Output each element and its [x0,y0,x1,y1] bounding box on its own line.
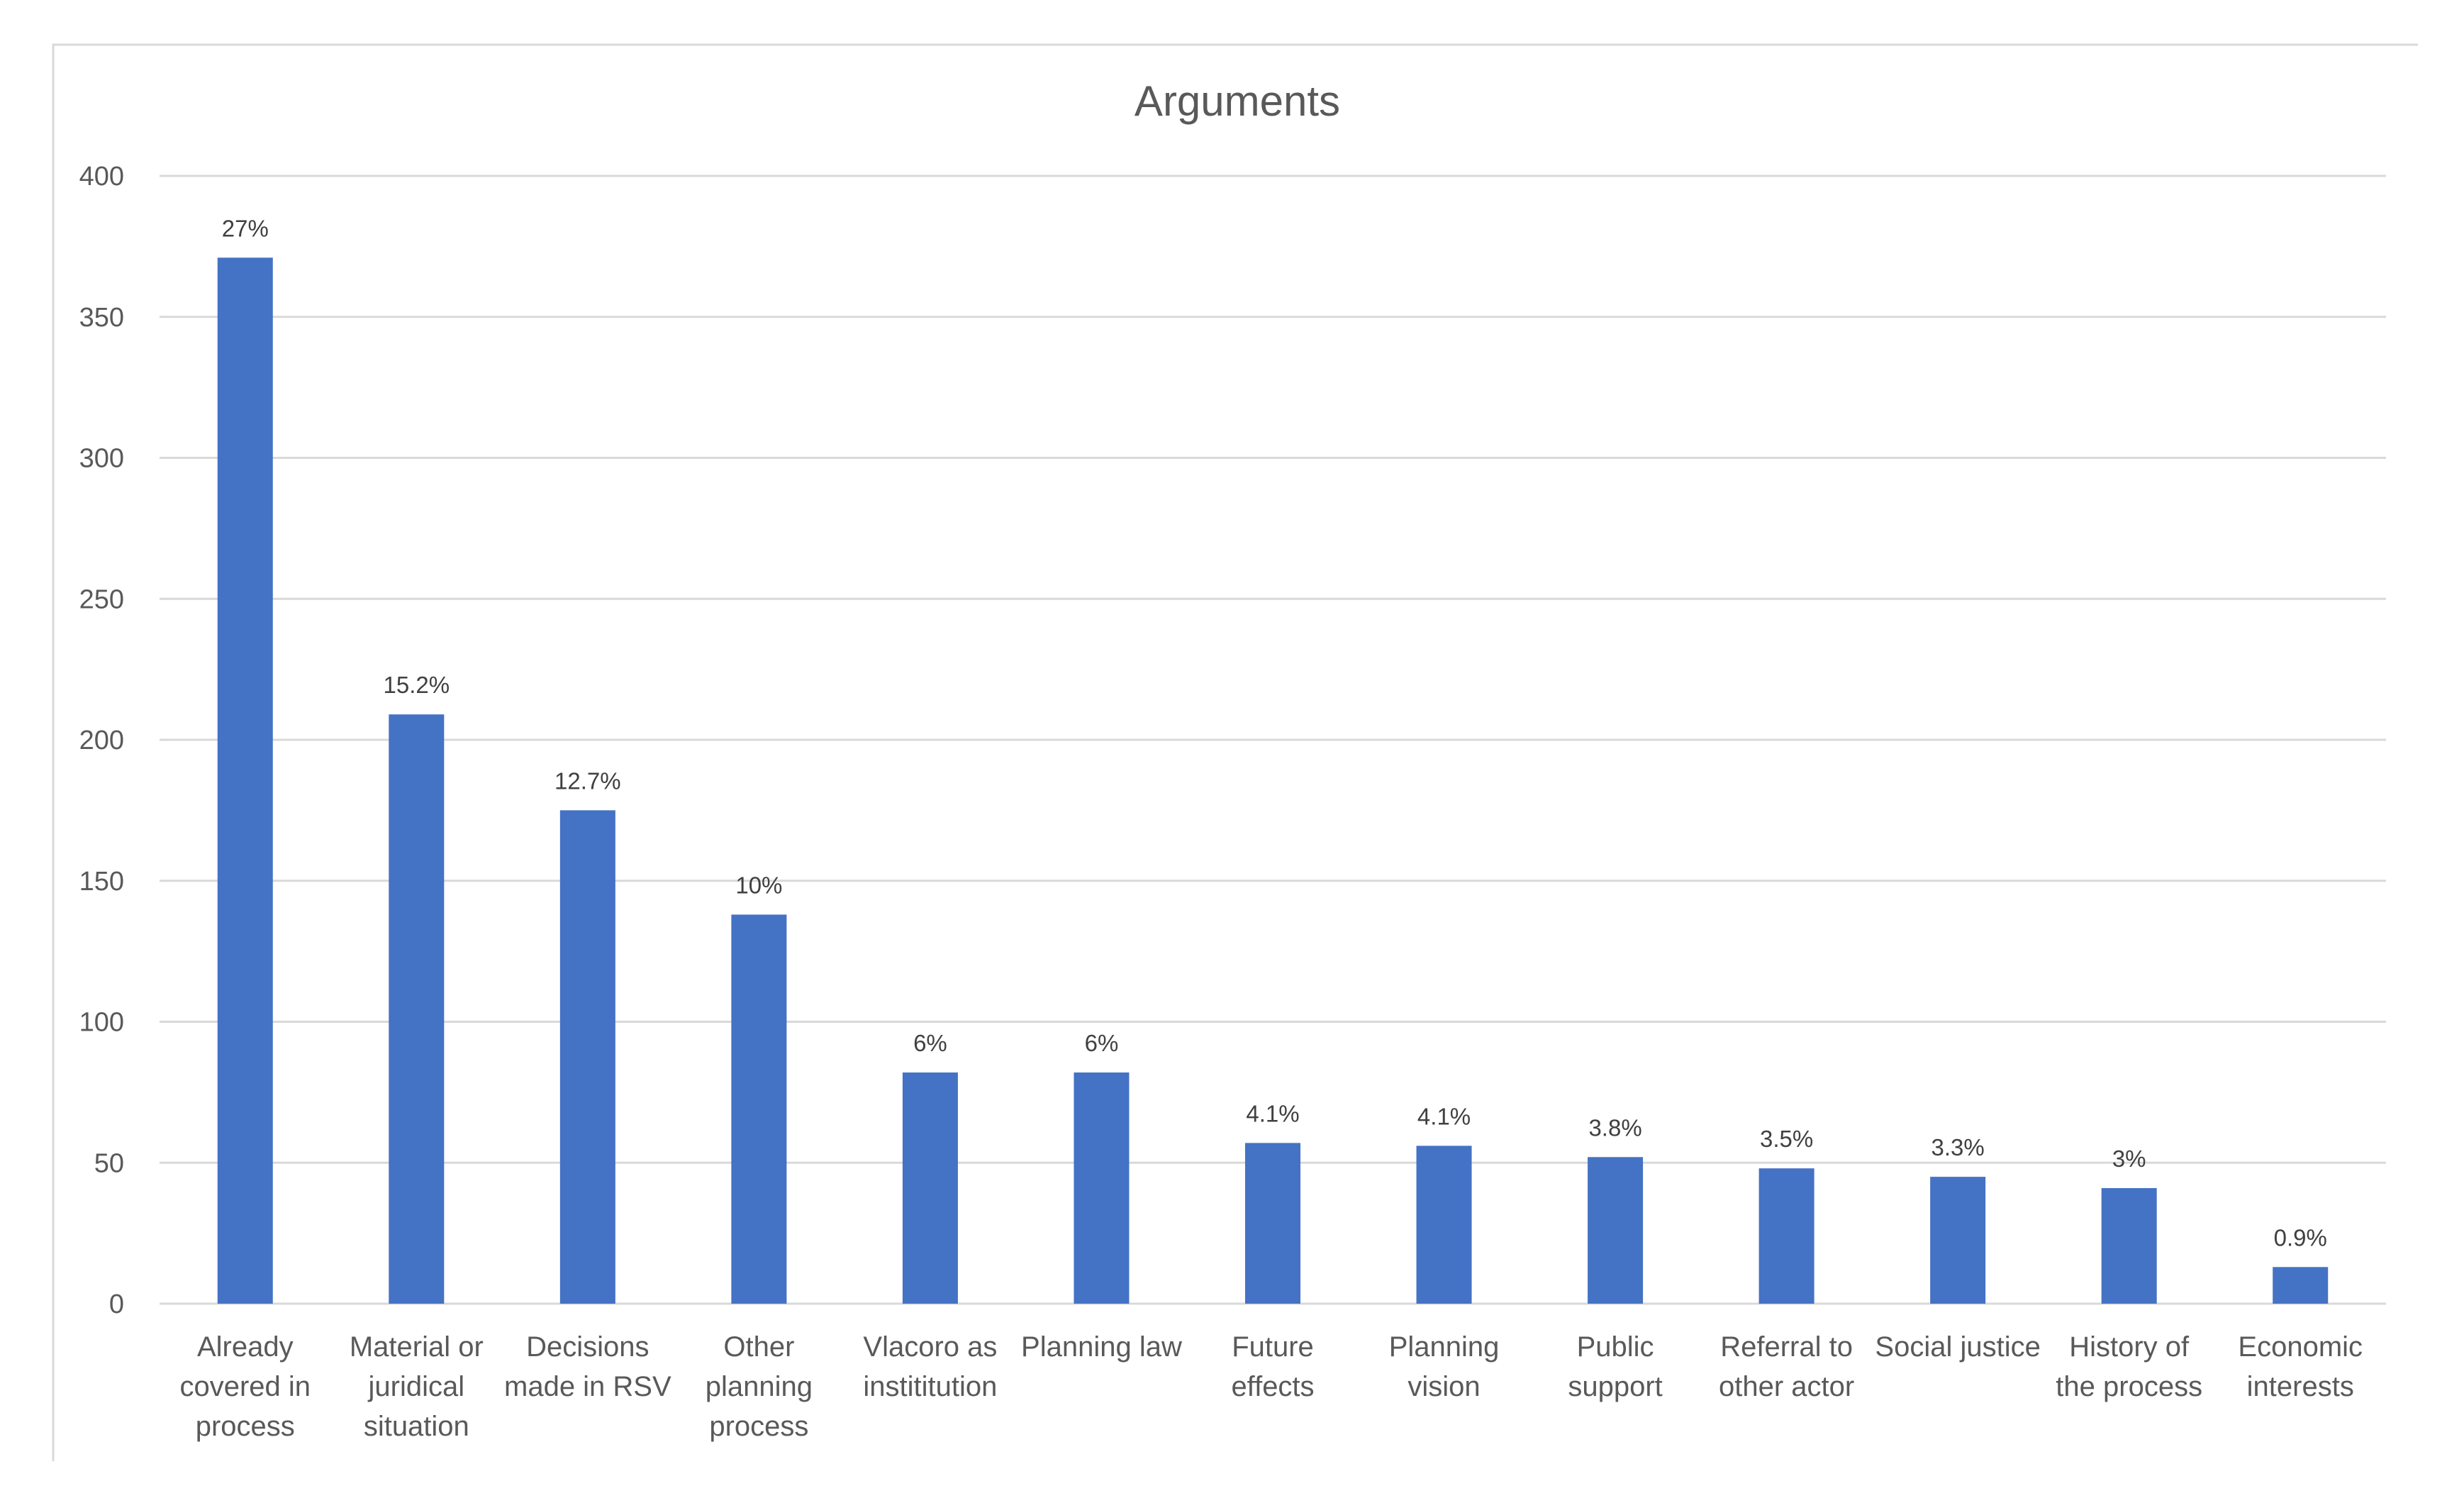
x-tick-label-line: Other [723,1331,794,1363]
chart-title: Arguments [1135,77,1340,125]
x-tick-label: Other planning process [706,1331,813,1442]
x-tick-label-line: effects [1231,1371,1314,1402]
data-label: 27% [222,215,269,241]
bar [1588,1157,1644,1304]
x-tick-label-line: Social justice [1875,1331,2040,1363]
bar [1245,1143,1300,1304]
bar [1758,1168,1814,1304]
x-tick-label-line: planning [706,1371,813,1402]
x-tick-label-line: instititution [863,1371,997,1402]
x-tick-label-line: process [709,1411,808,1442]
x-tick-label-line: Planning [1389,1331,1500,1363]
x-tick-label: Social justice [1875,1331,2040,1363]
y-tick-label: 400 [79,162,124,192]
x-tick-label-line: Vlacoro as [863,1331,997,1363]
data-label: 3.3% [1931,1134,1985,1160]
gridlines [160,174,2386,1305]
x-tick-label: Material or juridical situation [350,1331,484,1442]
x-tick-label-line: covered in [179,1371,311,1402]
bar [2273,1267,2329,1304]
x-tick-label-line: Material or [350,1331,484,1363]
data-label: 15.2% [384,672,450,698]
x-tick-label-line: situation [364,1411,469,1442]
x-tick-label: Planning law [1021,1331,1182,1363]
y-axis-tick-labels: 0 50 100 150 200 250 300 350 400 [79,162,124,1319]
x-tick-label-line: juridical [368,1371,465,1402]
x-tick-label-line: Decisions [526,1331,649,1363]
y-tick-label: 200 [79,726,124,755]
y-tick-label: 250 [79,584,124,614]
data-label: 12.7% [554,767,621,794]
data-label: 0.9% [2274,1224,2327,1250]
data-label: 10% [735,872,782,898]
x-tick-label-line: made in RSV [504,1371,671,1402]
x-tick-label: History of the process [2056,1331,2202,1402]
x-tick-label: Referral to other actor [1719,1331,1854,1402]
bar [2101,1188,2157,1304]
bar [559,810,615,1304]
y-tick-label: 150 [79,867,124,897]
x-tick-label-line: Referral to [1720,1331,1853,1363]
x-tick-label: Vlacoro as instititution [863,1331,997,1402]
x-tick-label: Planning vision [1389,1331,1500,1402]
x-tick-label-line: Economic [2238,1331,2363,1363]
x-tick-label: Already covered in process [179,1331,311,1442]
y-tick-label: 50 [94,1148,124,1178]
y-tick-label: 350 [79,303,124,333]
x-tick-label-line: interests [2247,1371,2354,1402]
bar [731,914,787,1304]
y-tick-label: 300 [79,444,124,474]
x-tick-label-line: process [196,1411,295,1442]
x-tick-label-line: the process [2056,1371,2202,1402]
data-label: 4.1% [1417,1103,1471,1129]
bar [1930,1177,1986,1304]
x-tick-label-line: Already [197,1331,294,1363]
bars [217,257,2329,1304]
x-tick-label-line: Planning law [1021,1331,1182,1363]
y-tick-label: 0 [109,1290,124,1319]
bar [1416,1146,1472,1304]
data-label: 3.8% [1588,1114,1641,1141]
bar [217,257,273,1304]
data-label: 6% [1085,1030,1119,1056]
y-tick-label: 100 [79,1008,124,1038]
x-tick-label-line: Public [1577,1331,1654,1363]
data-label: 6% [913,1030,947,1056]
data-label: 3.5% [1760,1126,1813,1152]
x-tick-label-line: Future [1232,1331,1314,1363]
x-tick-label: Public support [1568,1331,1662,1402]
data-labels: 27% 15.2% 12.7% 10% 6% 6% 4.1% 4.1% 3.8% 3.5% 3.3%… [222,215,2327,1250]
bar [1074,1072,1130,1304]
x-tick-label: Decisions made in RSV [504,1331,671,1402]
x-tick-label: Future effects [1231,1331,1314,1402]
x-tick-label-line: History of [2069,1331,2190,1363]
x-axis-tick-labels: Already covered in process Material or jurid… [179,1331,2363,1442]
x-tick-label-line: vision [1407,1371,1480,1402]
x-tick-label: Economic interests [2238,1331,2363,1402]
x-tick-label-line: support [1568,1371,1662,1402]
bar [902,1072,958,1304]
data-label: 4.1% [1246,1100,1299,1126]
bar [389,714,445,1304]
chart-border [52,43,2418,1461]
x-tick-label-line: other actor [1719,1371,1854,1402]
data-label: 3% [2112,1146,2146,1172]
